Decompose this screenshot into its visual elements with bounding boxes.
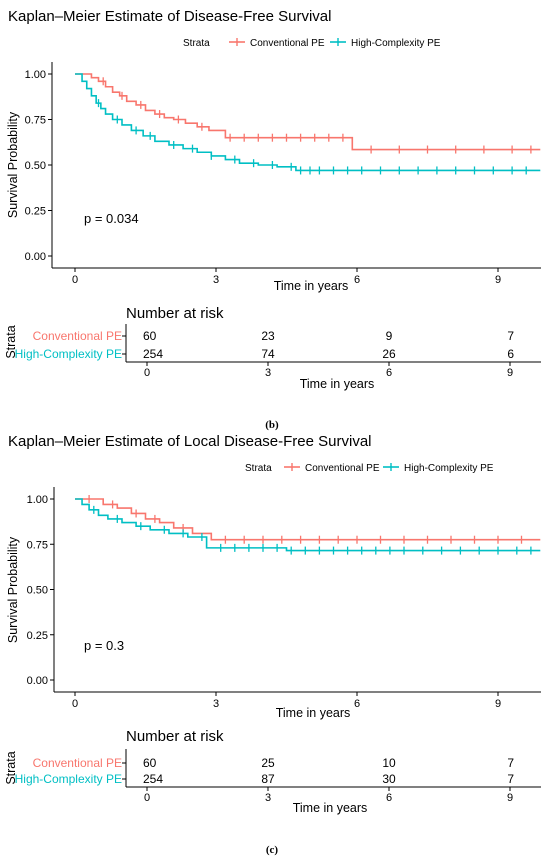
y-tick-label: 0.25 [27,630,48,642]
risk-count: 10 [382,756,396,770]
legend-item-conventional: Conventional PE [284,463,380,474]
y-tick-label: 1.00 [25,69,46,81]
survival-curve-conventional [75,73,541,151]
panel-c: Kaplan–Meier Estimate of Local Disease-F… [4,433,541,856]
x-tick-label: 6 [354,274,360,286]
risk-x-tick-label: 3 [265,367,271,379]
risk-table-title: Number at risk [126,305,224,322]
risk-count: 9 [386,329,393,343]
y-tick-label: 0.50 [25,160,46,172]
legend: Strata Conventional PE High-Complexity P… [183,38,441,49]
plot-area: 0.00 0.25 0.50 0.75 1.00 0 3 6 9 Survival Proba… [6,62,541,293]
risk-count: 26 [382,347,396,361]
x-axis: 0 3 6 9 [72,268,501,286]
y-tick-label: 1.00 [27,494,48,506]
risk-row-label: High-Complexity PE [15,347,122,361]
legend-label: High-Complexity PE [404,463,494,474]
risk-table: Number at risk Strata Conventional PE 60 2… [4,728,541,815]
risk-table-x-title: Time in years [293,801,368,815]
survival-curve-conventional [75,498,541,541]
legend-item-high-complexity: High-Complexity PE [383,463,494,474]
x-tick-label: 0 [72,274,78,286]
risk-table-x-title: Time in years [300,377,375,391]
panel-caption: (b) [265,419,279,431]
risk-table-y-title: Strata [4,325,18,358]
y-tick-label: 0.00 [27,675,48,687]
y-axis-title: Survival Probability [6,536,20,643]
legend-label: Conventional PE [250,38,325,49]
y-tick-label: 0.00 [25,251,46,263]
risk-table: Number at risk Strata Conventional PE 60 2… [4,305,541,391]
risk-table-title: Number at risk [126,728,224,745]
x-axis-title: Time in years [276,706,351,720]
y-tick-label: 0.25 [25,206,46,218]
risk-row-label: Conventional PE [33,329,122,343]
legend: Strata Conventional PE High-Complexity P… [245,463,494,474]
legend-item-high-complexity: High-Complexity PE [330,38,441,49]
legend-title: Strata [245,463,272,474]
risk-count: 7 [507,772,514,786]
risk-count: 60 [143,756,157,770]
y-tick-label: 0.75 [25,115,46,127]
y-axis-title: Survival Probability [6,111,20,218]
y-tick-label: 0.50 [27,585,48,597]
risk-count: 30 [382,772,396,786]
y-axis: 0.00 0.25 0.50 0.75 1.00 [27,494,54,687]
x-axis-title: Time in years [274,279,349,293]
risk-x-tick-label: 9 [507,792,513,804]
y-tick-label: 0.75 [27,539,48,551]
survival-curve-high-complexity [75,498,541,552]
risk-count: 87 [261,772,275,786]
risk-count: 23 [261,329,275,343]
x-tick-label: 9 [495,274,501,286]
x-tick-label: 6 [354,698,360,710]
panel-b: Kaplan–Meier Estimate of Disease-Free Su… [4,8,541,431]
risk-x-tick-label: 0 [144,367,150,379]
risk-table-y-title: Strata [4,751,18,784]
risk-row-label: Conventional PE [33,756,122,770]
legend-label: Conventional PE [305,463,380,474]
p-value: p = 0.3 [84,638,124,653]
risk-x-tick-label: 9 [507,367,513,379]
p-value: p = 0.034 [84,211,139,226]
risk-count: 7 [507,756,514,770]
risk-count: 6 [507,347,514,361]
risk-count: 254 [143,772,163,786]
risk-x-tick-label: 0 [144,792,150,804]
legend-item-conventional: Conventional PE [229,38,325,49]
legend-title: Strata [183,38,210,49]
x-tick-label: 9 [495,698,501,710]
risk-x-tick-label: 3 [265,792,271,804]
risk-x-tick-label: 6 [386,367,392,379]
survival-curves [75,73,541,175]
x-tick-label: 3 [213,698,219,710]
risk-count: 25 [261,756,275,770]
risk-count: 254 [143,347,163,361]
plot-area: 0.00 0.25 0.50 0.75 1.00 0 3 6 9 Survival Proba… [6,487,541,720]
survival-curves [75,495,541,555]
risk-x-tick-label: 6 [386,792,392,804]
x-tick-label: 0 [72,698,78,710]
legend-label: High-Complexity PE [351,38,441,49]
x-tick-label: 3 [213,274,219,286]
risk-count: 7 [507,329,514,343]
chart-title: Kaplan–Meier Estimate of Local Disease-F… [8,433,372,450]
risk-row-label: High-Complexity PE [15,772,122,786]
x-axis: 0 3 6 9 [72,692,501,710]
risk-count: 74 [261,347,275,361]
risk-count: 60 [143,329,157,343]
panel-caption: (c) [266,844,279,856]
survival-curve-high-complexity [75,73,541,172]
chart-title: Kaplan–Meier Estimate of Disease-Free Su… [8,8,331,25]
y-axis: 0.00 0.25 0.50 0.75 1.00 [25,69,52,263]
